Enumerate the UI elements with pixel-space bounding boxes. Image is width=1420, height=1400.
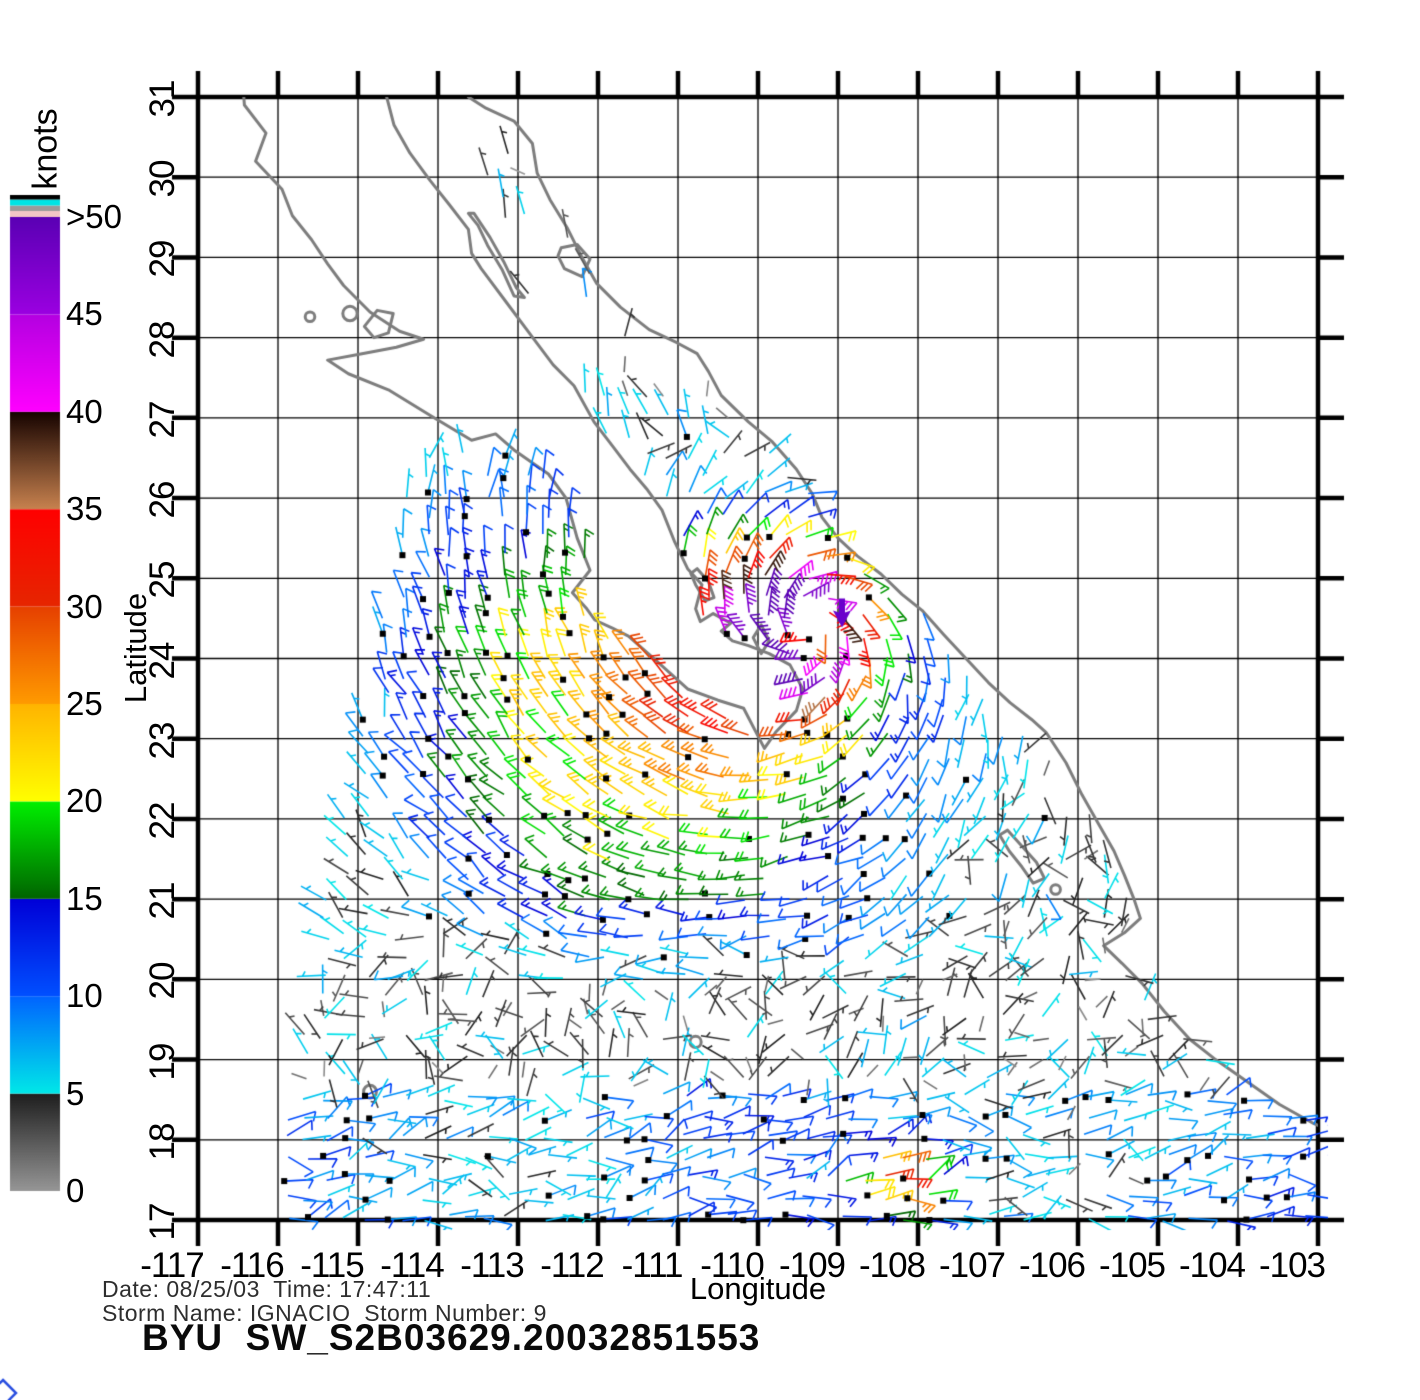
y-tick-label: 19: [143, 1043, 182, 1081]
colorbar-tick-label: 15: [66, 879, 103, 917]
x-tick-label: -111: [621, 1246, 684, 1285]
y-tick-label: 21: [143, 882, 182, 920]
x-tick-label: -109: [778, 1246, 846, 1285]
colorbar-tick-label: 5: [66, 1074, 85, 1112]
y-tick-label: 28: [143, 321, 182, 359]
colorbar-title: knots: [26, 108, 65, 190]
x-tick-label: -103: [1258, 1246, 1326, 1285]
x-tick-label: -108: [858, 1246, 926, 1285]
x-tick-label: -113: [460, 1246, 524, 1285]
colorbar-tick-label: 25: [66, 685, 103, 722]
x-axis-title: Longitude: [689, 1271, 827, 1306]
colorbar-tick-label: 0: [66, 1172, 85, 1209]
y-tick-label: 18: [143, 1123, 182, 1161]
x-tick-label: -114: [380, 1246, 444, 1285]
colorbar-tick-label: 45: [66, 295, 103, 333]
y-tick-label: 31: [143, 80, 182, 118]
footer-date-time: Date: 08/25/03 Time: 17:47:11: [102, 1276, 432, 1302]
x-tick-label: -110: [700, 1246, 764, 1285]
colorbar-tick-label: 35: [66, 490, 103, 528]
footer-storm-info: Storm Name: IGNACIO Storm Number: 9: [102, 1300, 547, 1326]
colorbar-tick-label: 20: [66, 782, 103, 820]
colorbar-tick-label: 10: [66, 977, 103, 1015]
x-tick-label: -112: [540, 1246, 604, 1285]
y-tick-label: 17: [143, 1203, 182, 1241]
y-tick-label: 30: [143, 160, 182, 198]
x-tick-label: -107: [938, 1246, 1006, 1285]
figure-title: BYU SW_S2B03629.20032851553: [142, 1317, 761, 1358]
colorbar-tick-label: 30: [66, 587, 103, 625]
y-tick-label: 22: [143, 802, 182, 840]
x-tick-label: -106: [1018, 1246, 1086, 1285]
x-tick-label: -116: [220, 1246, 284, 1285]
x-tick-label: -104: [1178, 1246, 1246, 1285]
x-tick-label: -117: [140, 1246, 204, 1285]
y-tick-label: 26: [143, 481, 182, 519]
colorbar-tick-label: >50: [66, 198, 122, 235]
y-tick-label: 20: [143, 962, 182, 1000]
y-axis-title: Latitude: [118, 592, 153, 704]
colorbar-tick-label: 40: [66, 392, 103, 430]
y-tick-label: 27: [143, 401, 182, 439]
x-tick-label: -105: [1098, 1246, 1166, 1285]
x-tick-label: -115: [300, 1246, 364, 1285]
y-tick-label: 29: [143, 240, 182, 278]
y-tick-label: 23: [143, 722, 182, 760]
